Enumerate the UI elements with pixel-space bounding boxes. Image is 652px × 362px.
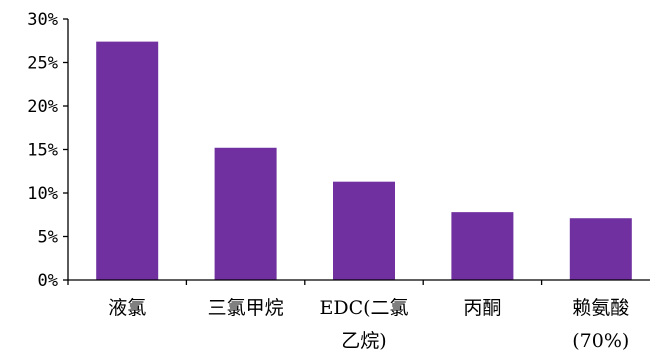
y-tick-label: 25% bbox=[27, 54, 58, 74]
bar bbox=[96, 41, 159, 281]
x-category-label: 三氯甲烷 bbox=[208, 297, 284, 319]
y-tick-label: 5% bbox=[38, 228, 58, 248]
x-category-label-line: 三氯甲烷 bbox=[208, 297, 284, 319]
bar bbox=[451, 212, 514, 280]
bar bbox=[569, 218, 632, 280]
x-category-label-line: 乙烷) bbox=[341, 330, 386, 352]
x-category-label: EDC(二氯乙烷) bbox=[319, 297, 408, 352]
bars bbox=[96, 41, 632, 281]
y-tick-label: 30% bbox=[27, 10, 58, 30]
x-category-label-line: 赖氨酸 bbox=[572, 297, 629, 319]
y-tick-label: 10% bbox=[27, 184, 58, 204]
x-category-label: 液氯 bbox=[108, 297, 146, 319]
x-category-label-line: (70%) bbox=[572, 330, 629, 352]
x-category-label-line: 液氯 bbox=[108, 297, 146, 319]
x-category-label: 赖氨酸 (70%) bbox=[572, 297, 629, 352]
x-axis: 液氯 三氯甲烷 EDC(二氯乙烷) 丙酮 赖氨酸 (70%) bbox=[67, 279, 650, 352]
x-category-label-line: 丙酮 bbox=[463, 297, 501, 319]
bar bbox=[333, 181, 395, 280]
y-axis: 0% 5% 10% 15% 20% 25% 30% bbox=[27, 10, 69, 291]
x-category-label-line: EDC(二氯 bbox=[319, 297, 408, 319]
bar bbox=[214, 147, 277, 280]
y-tick-label: 0% bbox=[38, 271, 58, 291]
y-tick-label: 20% bbox=[27, 97, 58, 117]
y-tick-label: 15% bbox=[27, 141, 58, 161]
x-category-label: 丙酮 bbox=[463, 297, 501, 319]
